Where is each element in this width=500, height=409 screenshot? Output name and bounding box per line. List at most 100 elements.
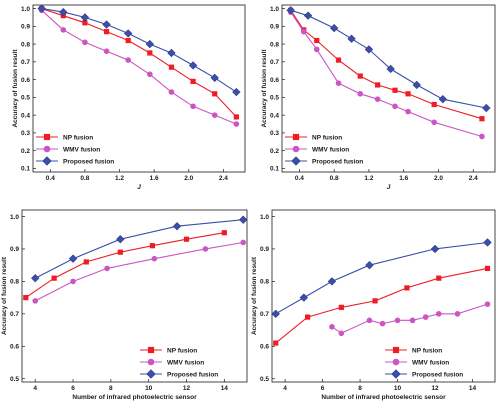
legend-label: Proposed fusion	[312, 158, 363, 165]
data-point	[103, 48, 110, 54]
y-tick-label: 0.9	[260, 246, 269, 253]
data-point	[83, 259, 89, 265]
y-tick-label: 0.2	[21, 148, 30, 155]
data-point	[479, 133, 485, 140]
data-point	[357, 91, 364, 97]
y-tick-label: 0.2	[270, 148, 279, 155]
y-tick-label: 0.6	[10, 344, 19, 351]
data-point	[233, 121, 240, 127]
data-point	[436, 275, 442, 281]
y-axis-title: Accuracy of fusion result	[251, 256, 258, 335]
data-point	[305, 314, 311, 320]
x-tick-label: 6	[321, 385, 325, 392]
data-point	[273, 340, 279, 346]
data-point	[212, 91, 218, 97]
x-tick-label: 2.0	[184, 175, 193, 182]
legend-label: Proposed fusion	[412, 371, 463, 378]
y-tick-label: 0.1	[21, 166, 30, 173]
data-point	[335, 57, 342, 63]
data-point	[147, 50, 153, 56]
data-point	[338, 330, 345, 337]
legend-marker	[291, 156, 301, 166]
data-point	[483, 238, 492, 247]
y-tick-label: 0.8	[260, 279, 269, 286]
data-point	[404, 285, 410, 291]
legend-marker	[147, 346, 155, 354]
chart-panel-3: 0.5 0.6 0.7 0.8 0.9 1.0 4 6 8 10 12 14 Number of inf…	[1, 209, 248, 401]
legend-label: NP fusion	[312, 134, 342, 141]
x-tick-label: 0.4	[295, 175, 304, 182]
data-point	[51, 275, 57, 281]
y-tick-label: 0.9	[270, 24, 279, 31]
legend-marker	[391, 369, 401, 379]
data-point	[286, 6, 295, 15]
data-point	[412, 80, 422, 90]
data-point	[338, 304, 344, 310]
y-tick-label: 0.8	[10, 279, 19, 286]
x-axis-title: J	[137, 184, 141, 191]
x-tick-label: 1.2	[115, 175, 124, 182]
legend-marker	[146, 369, 156, 379]
legend-marker	[392, 358, 400, 366]
plot-frame	[32, 4, 246, 173]
legend-label: WMV fusion	[412, 359, 449, 366]
y-tick-label: 0.7	[21, 59, 30, 66]
x-tick-label: 14	[221, 385, 229, 392]
y-tick-label: 0.4	[21, 112, 30, 119]
data-point	[405, 108, 411, 115]
data-point	[482, 103, 491, 113]
data-point	[379, 320, 386, 327]
x-tick-label: 1.2	[364, 175, 373, 182]
x-tick-label: 8	[109, 385, 113, 392]
data-point	[102, 20, 111, 29]
data-point	[375, 82, 381, 88]
data-point	[233, 114, 239, 120]
x-tick-label: 0.8	[330, 175, 339, 182]
y-axis-title: Accuracy of fusion result	[261, 49, 268, 128]
plot-frame	[281, 4, 496, 173]
data-point	[438, 94, 448, 104]
y-tick-label: 0.7	[260, 311, 269, 318]
data-point	[327, 277, 337, 286]
y-tick-label: 1.0	[260, 214, 269, 221]
data-point	[59, 7, 68, 17]
data-point	[103, 29, 110, 35]
y-tick-label: 1.0	[270, 6, 279, 13]
data-point	[335, 80, 342, 86]
legend-marker	[292, 133, 300, 141]
data-point	[392, 103, 398, 110]
data-point	[125, 37, 131, 44]
x-tick-label: 2.0	[434, 175, 443, 182]
data-point	[364, 45, 374, 54]
x-tick-label: 2.4	[219, 175, 228, 182]
y-tick-label: 0.1	[270, 166, 279, 173]
series-line-np-fusion	[275, 267, 488, 344]
y-tick-label: 0.4	[270, 112, 279, 119]
data-point	[151, 255, 158, 262]
y-tick-label: 0.5	[10, 376, 19, 383]
legend-marker	[43, 145, 51, 153]
legend-marker	[392, 346, 400, 354]
data-point	[347, 34, 356, 44]
series-line-proposed-fusion	[290, 9, 487, 109]
x-tick-label: 12	[183, 385, 191, 392]
x-tick-label: 0.4	[46, 175, 55, 182]
x-tick-label: 6	[71, 385, 75, 392]
data-point	[454, 311, 461, 317]
data-point	[70, 278, 76, 285]
y-tick-label: 1.0	[10, 214, 19, 221]
data-point	[313, 46, 320, 53]
series-line-np-fusion	[41, 8, 237, 118]
data-point	[172, 221, 182, 231]
y-tick-label: 0.9	[21, 24, 30, 31]
x-tick-label: 8	[358, 385, 362, 392]
data-point	[82, 39, 88, 46]
x-tick-label: 12	[431, 385, 439, 392]
x-tick-label: 10	[145, 385, 153, 392]
data-point	[240, 239, 247, 246]
x-tick-label: 4	[33, 385, 37, 392]
data-point	[183, 236, 190, 242]
data-point	[479, 116, 485, 122]
data-point	[232, 87, 241, 97]
data-point	[405, 91, 411, 97]
